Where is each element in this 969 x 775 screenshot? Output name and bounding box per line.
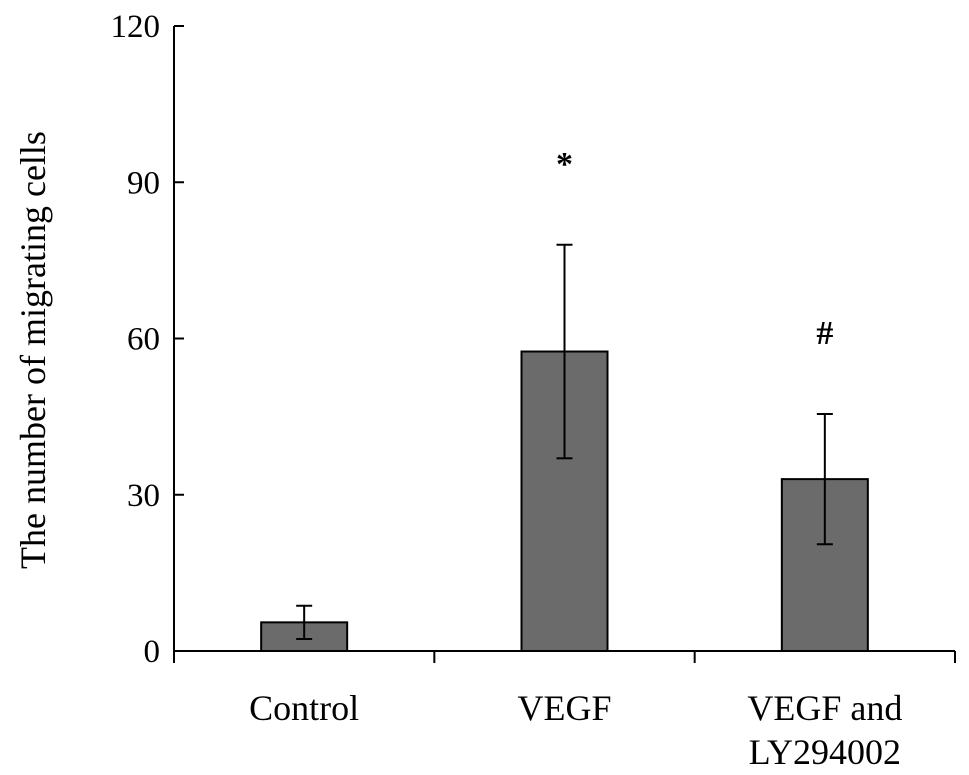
y-tick-label: 0 bbox=[144, 634, 161, 670]
y-tick-labels: 0 30 60 90 120 bbox=[111, 9, 161, 670]
x-tick-label: LY294002 bbox=[749, 732, 901, 772]
y-axis-label: The number of migrating cells bbox=[13, 131, 53, 569]
y-tick-label: 60 bbox=[127, 322, 160, 358]
x-tick-label: Control bbox=[249, 688, 359, 728]
x-tick-label: VEGF and bbox=[747, 688, 902, 728]
error-bars bbox=[296, 243, 833, 641]
x-tick-label: VEGF bbox=[517, 688, 611, 728]
annotations: *# bbox=[556, 146, 833, 352]
significance-marker: * bbox=[556, 146, 573, 183]
error-bar bbox=[296, 604, 313, 641]
significance-marker: # bbox=[816, 315, 833, 352]
error-bar bbox=[816, 413, 833, 546]
y-tick-label: 30 bbox=[127, 478, 160, 514]
y-tick-label: 120 bbox=[111, 9, 161, 45]
y-tick-label: 90 bbox=[127, 165, 160, 201]
error-bar bbox=[556, 243, 573, 460]
